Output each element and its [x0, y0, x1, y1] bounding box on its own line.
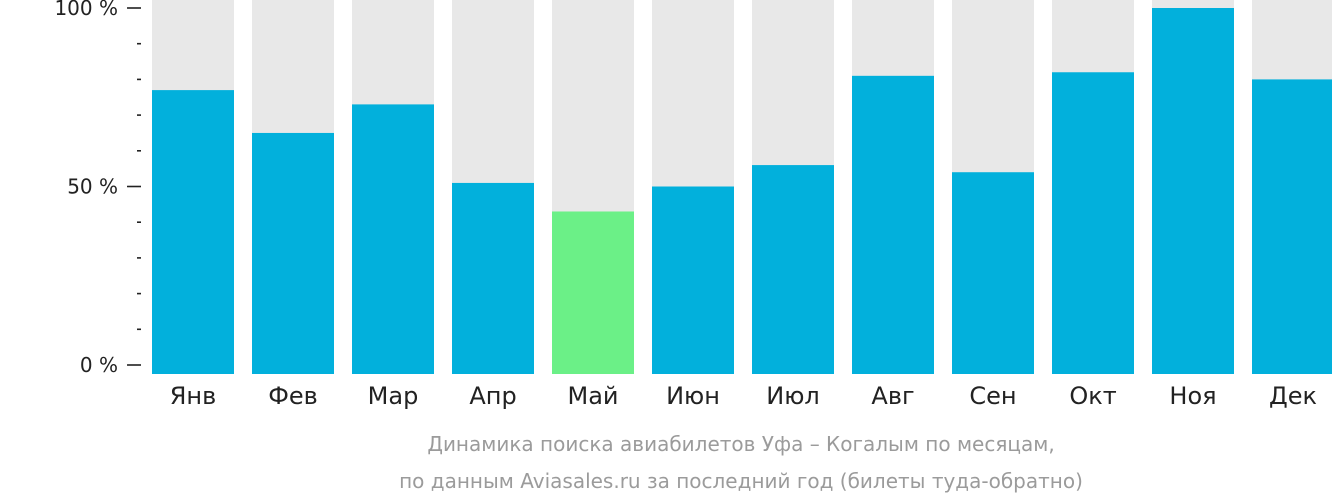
bar-4 — [452, 182, 534, 374]
chart-caption-line-1: Динамика поиска авиабилетов Уфа – Когалы… — [427, 432, 1054, 456]
x-axis: Янв Фев Мар Апр Май Июн Июл Авг Сен Окт Ноя Дек — [170, 382, 1317, 410]
y-tick-label-0: 0 % — [80, 353, 118, 377]
bar-5 — [552, 211, 634, 374]
x-tick-label-1: Янв — [170, 382, 217, 410]
x-tick-label-12: Дек — [1269, 382, 1317, 410]
bar-3 — [352, 104, 434, 374]
bar-6 — [652, 186, 734, 374]
x-tick-label-9: Сен — [969, 382, 1016, 410]
x-tick-label-7: Июл — [766, 382, 820, 410]
data-bars — [152, 8, 1332, 375]
y-tick-label-50: 50 % — [67, 175, 118, 199]
x-tick-label-11: Ноя — [1169, 382, 1216, 410]
bar-7 — [752, 165, 834, 374]
chart-caption-line-2: по данным Aviasales.ru за последний год … — [399, 469, 1083, 493]
x-tick-label-3: Мар — [368, 382, 419, 410]
bar-12 — [1252, 79, 1332, 375]
bar-8 — [852, 75, 934, 374]
x-tick-label-8: Авг — [871, 382, 914, 410]
y-axis: 0 % 50 % 100 % — [54, 0, 141, 377]
y-tick-label-100: 100 % — [54, 0, 118, 20]
x-tick-label-10: Окт — [1069, 382, 1116, 410]
x-tick-label-5: Май — [567, 382, 618, 410]
bar-9 — [952, 172, 1034, 374]
bar-11 — [1152, 8, 1234, 374]
bar-2 — [252, 132, 334, 374]
bar-10 — [1052, 72, 1134, 374]
x-tick-label-4: Апр — [469, 382, 516, 410]
x-tick-label-2: Фев — [268, 382, 318, 410]
x-tick-label-6: Июн — [666, 382, 720, 410]
bar-1 — [152, 90, 234, 375]
